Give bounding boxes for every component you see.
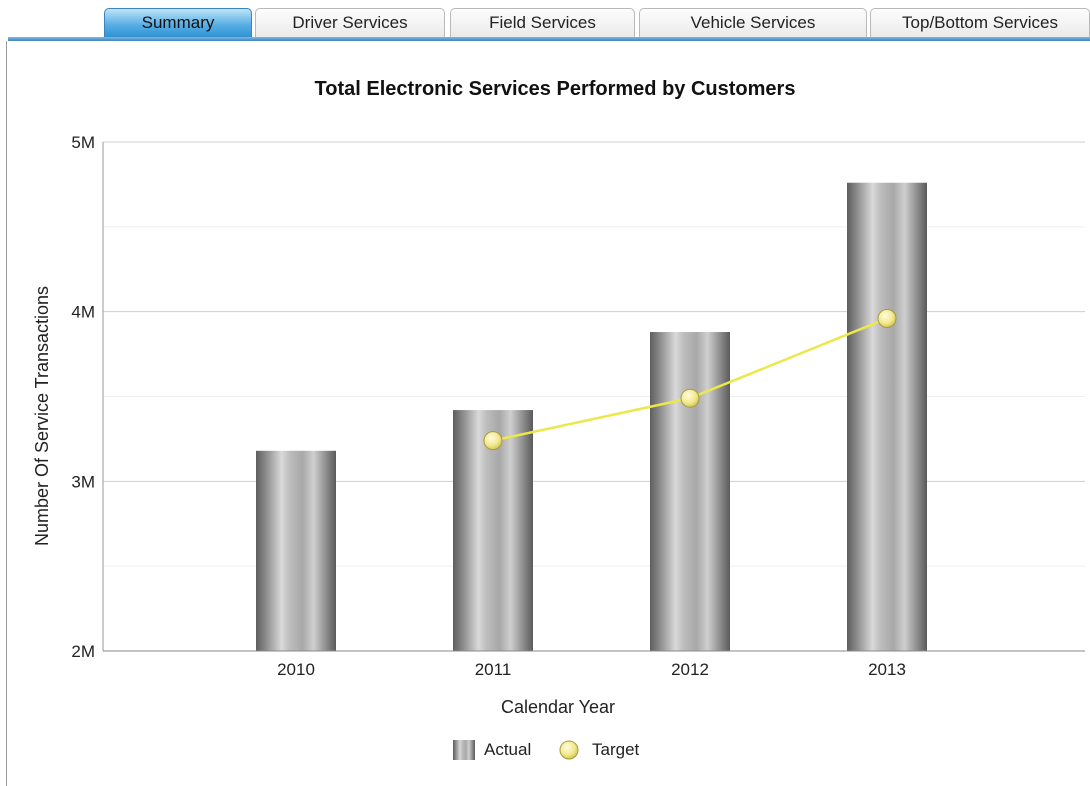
tab-top-bottom-services[interactable]: Top/Bottom Services bbox=[870, 8, 1090, 38]
chart: Total Electronic Services Performed by C… bbox=[32, 78, 1085, 760]
chart-title: Total Electronic Services Performed by C… bbox=[315, 78, 796, 100]
target-series bbox=[483, 308, 897, 451]
y-tick-label: 5M bbox=[71, 133, 95, 152]
tab-vehicle-services[interactable]: Vehicle Services bbox=[639, 8, 867, 38]
panel-border bbox=[6, 41, 7, 786]
x-tick-label: 2012 bbox=[671, 660, 709, 679]
y-tick-label: 4M bbox=[71, 303, 95, 322]
target-point bbox=[483, 431, 503, 451]
tab-driver-services[interactable]: Driver Services bbox=[255, 8, 445, 38]
x-axis: 2010 2011 2012 2013 bbox=[103, 650, 1085, 679]
legend: Actual Target bbox=[453, 740, 640, 760]
x-tick-label: 2013 bbox=[868, 660, 906, 679]
bar-2010 bbox=[256, 450, 336, 651]
bar-2012 bbox=[650, 332, 730, 651]
y-axis-label: Number Of Service Transactions bbox=[32, 286, 52, 546]
tab-field-services[interactable]: Field Services bbox=[450, 8, 635, 38]
tab-underline bbox=[8, 37, 1090, 41]
legend-label-actual: Actual bbox=[484, 740, 531, 759]
tab-bar: Summary Driver Services Field Services V… bbox=[0, 0, 1090, 44]
legend-marker-target bbox=[559, 740, 579, 760]
bars bbox=[256, 182, 927, 651]
target-point bbox=[680, 388, 700, 408]
y-axis: 2M 3M 4M 5M bbox=[71, 133, 104, 661]
legend-label-target: Target bbox=[592, 740, 640, 759]
gridlines bbox=[103, 141, 1085, 652]
y-tick-label: 2M bbox=[71, 642, 95, 661]
x-tick-label: 2010 bbox=[277, 660, 315, 679]
bar-2011 bbox=[453, 410, 533, 651]
target-point bbox=[877, 308, 897, 328]
legend-swatch-actual bbox=[453, 740, 475, 760]
tab-summary[interactable]: Summary bbox=[104, 8, 252, 38]
bar-2013 bbox=[847, 182, 927, 651]
x-tick-label: 2011 bbox=[475, 660, 512, 679]
x-axis-label: Calendar Year bbox=[501, 697, 615, 717]
y-tick-label: 3M bbox=[71, 472, 95, 491]
